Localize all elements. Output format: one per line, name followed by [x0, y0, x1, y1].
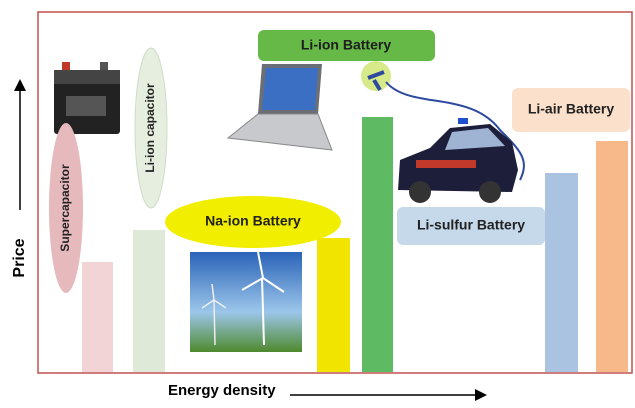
bar: [133, 230, 165, 372]
bar: [82, 262, 113, 372]
item-label: Li-air Battery: [528, 101, 615, 117]
car-battery-image: [54, 62, 120, 134]
bar: [362, 117, 393, 372]
laptop-image: [228, 64, 332, 150]
item-label: Li-ion capacitor: [143, 83, 157, 173]
wind-image: [190, 252, 302, 352]
bar: [317, 238, 350, 372]
item-label: Li-ion Battery: [301, 37, 391, 53]
diagram: Supercapacitor Li-ion capacitor Na-ion B…: [0, 0, 635, 403]
bar: [596, 141, 628, 372]
bar: [545, 173, 578, 372]
item-label: Li-sulfur Battery: [417, 217, 525, 233]
y-axis-label: Price: [11, 238, 28, 277]
x-axis-label: Energy density: [168, 382, 276, 399]
item-label: Supercapacitor: [58, 164, 72, 252]
item-label: Na-ion Battery: [205, 213, 301, 229]
